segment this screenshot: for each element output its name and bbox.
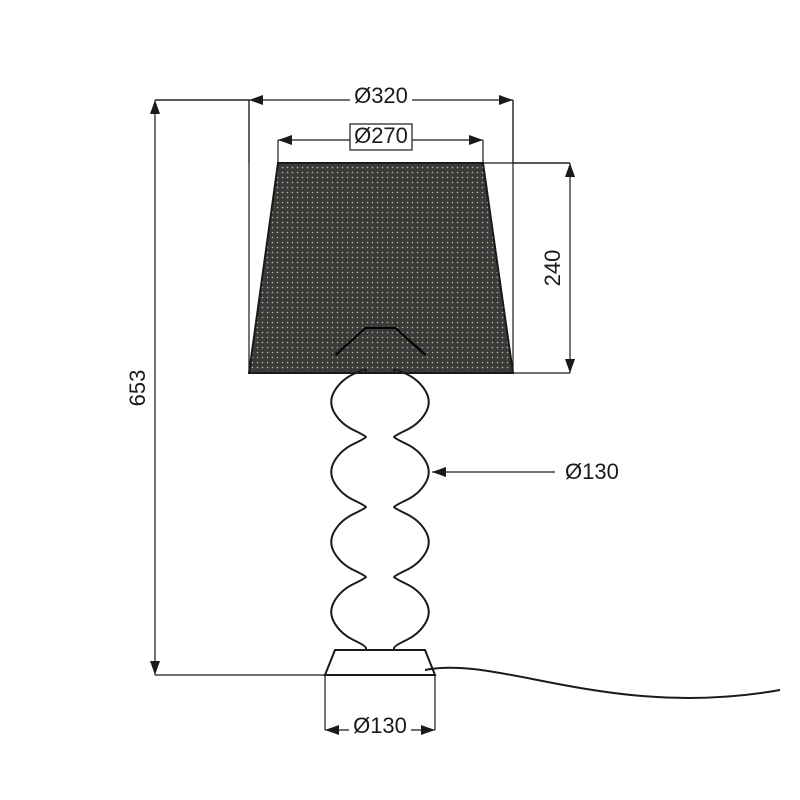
dimension-label: Ø130 bbox=[353, 713, 407, 738]
technical-drawing: Ø320 Ø270 240 653 Ø130 Ø130 bbox=[0, 0, 800, 800]
lamp-shade bbox=[249, 163, 513, 373]
dimension-label: Ø270 bbox=[354, 123, 408, 148]
lamp-base bbox=[325, 650, 435, 675]
dimension-label: 240 bbox=[540, 250, 565, 287]
dimension-label: Ø320 bbox=[354, 83, 408, 108]
stem-left-profile bbox=[331, 370, 366, 650]
dimension-label: Ø130 bbox=[565, 459, 619, 484]
power-cord bbox=[425, 668, 780, 698]
dimension-label: 653 bbox=[125, 370, 150, 407]
stem-right-profile bbox=[394, 370, 429, 650]
